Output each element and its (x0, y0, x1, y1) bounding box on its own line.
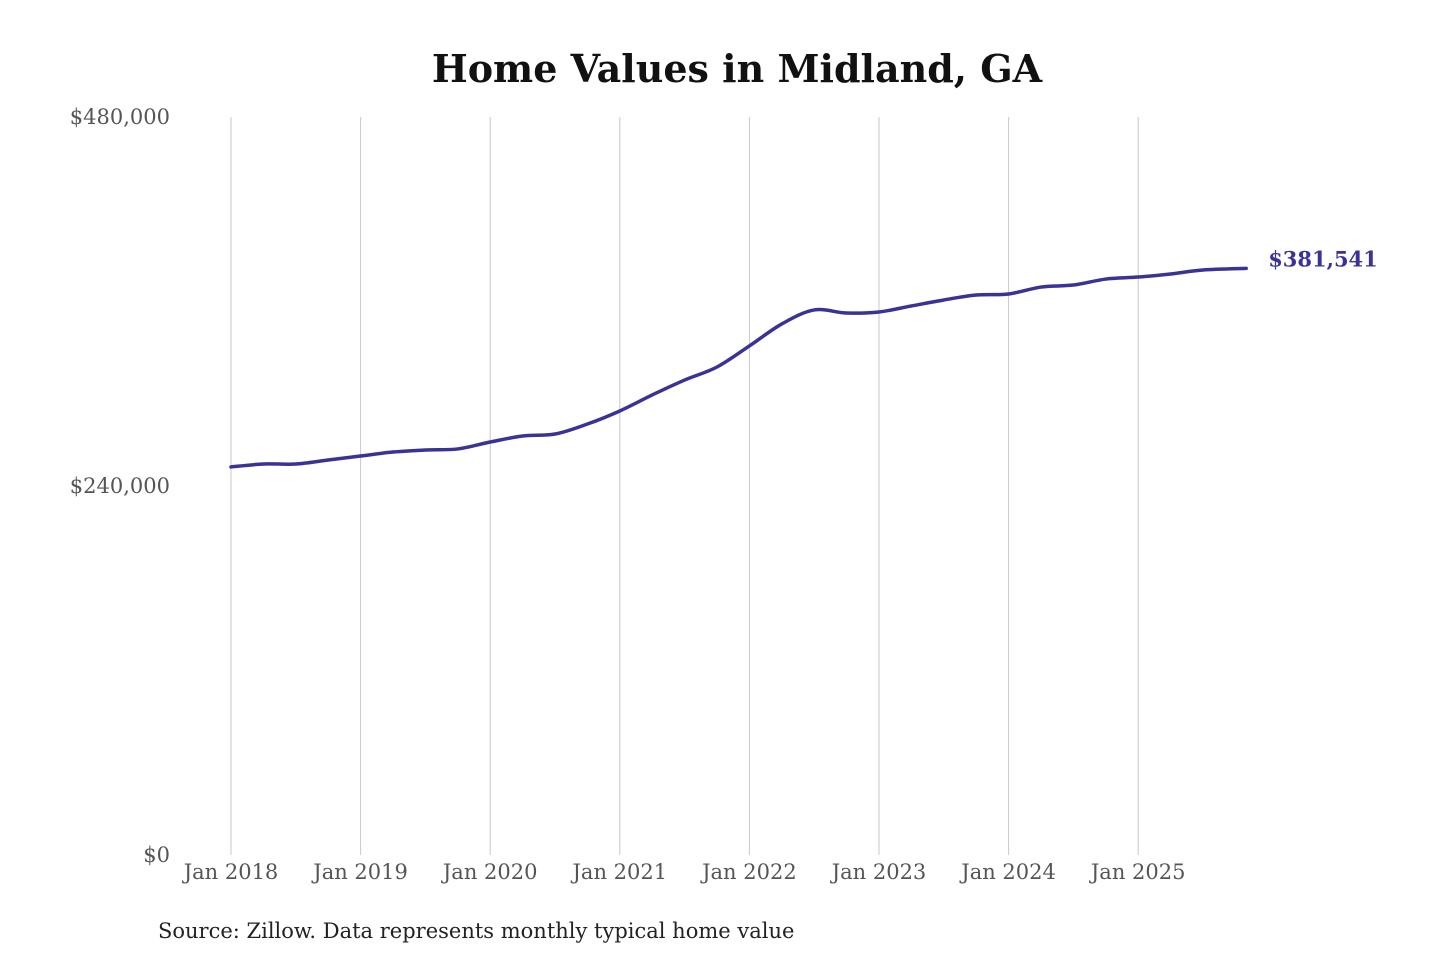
y-tick-label: $240,000 (70, 474, 170, 498)
grid-lines (230, 117, 1139, 855)
x-tick-label: Jan 2022 (700, 860, 797, 884)
x-tick-label: Jan 2021 (571, 860, 668, 884)
x-tick-label: Jan 2023 (830, 860, 927, 884)
y-tick-label: $480,000 (70, 105, 170, 129)
chart-title: Home Values in Midland, GA (432, 46, 1043, 91)
series-line (229, 266, 1248, 469)
y-tick-label: $0 (143, 843, 170, 867)
y-axis: $0 $240,000 $480,000 (70, 105, 170, 867)
x-tick-label: Jan 2025 (1089, 860, 1186, 884)
source-note: Source: Zillow. Data represents monthly … (158, 919, 794, 943)
x-tick-label: Jan 2020 (441, 860, 538, 884)
x-tick-label: Jan 2018 (182, 860, 279, 884)
x-tick-label: Jan 2019 (311, 860, 408, 884)
x-tick-label: Jan 2024 (959, 860, 1056, 884)
x-axis: Jan 2018 Jan 2019 Jan 2020 Jan 2021 Jan 2022… (182, 860, 1186, 884)
end-value-label: $381,541 (1268, 246, 1378, 271)
